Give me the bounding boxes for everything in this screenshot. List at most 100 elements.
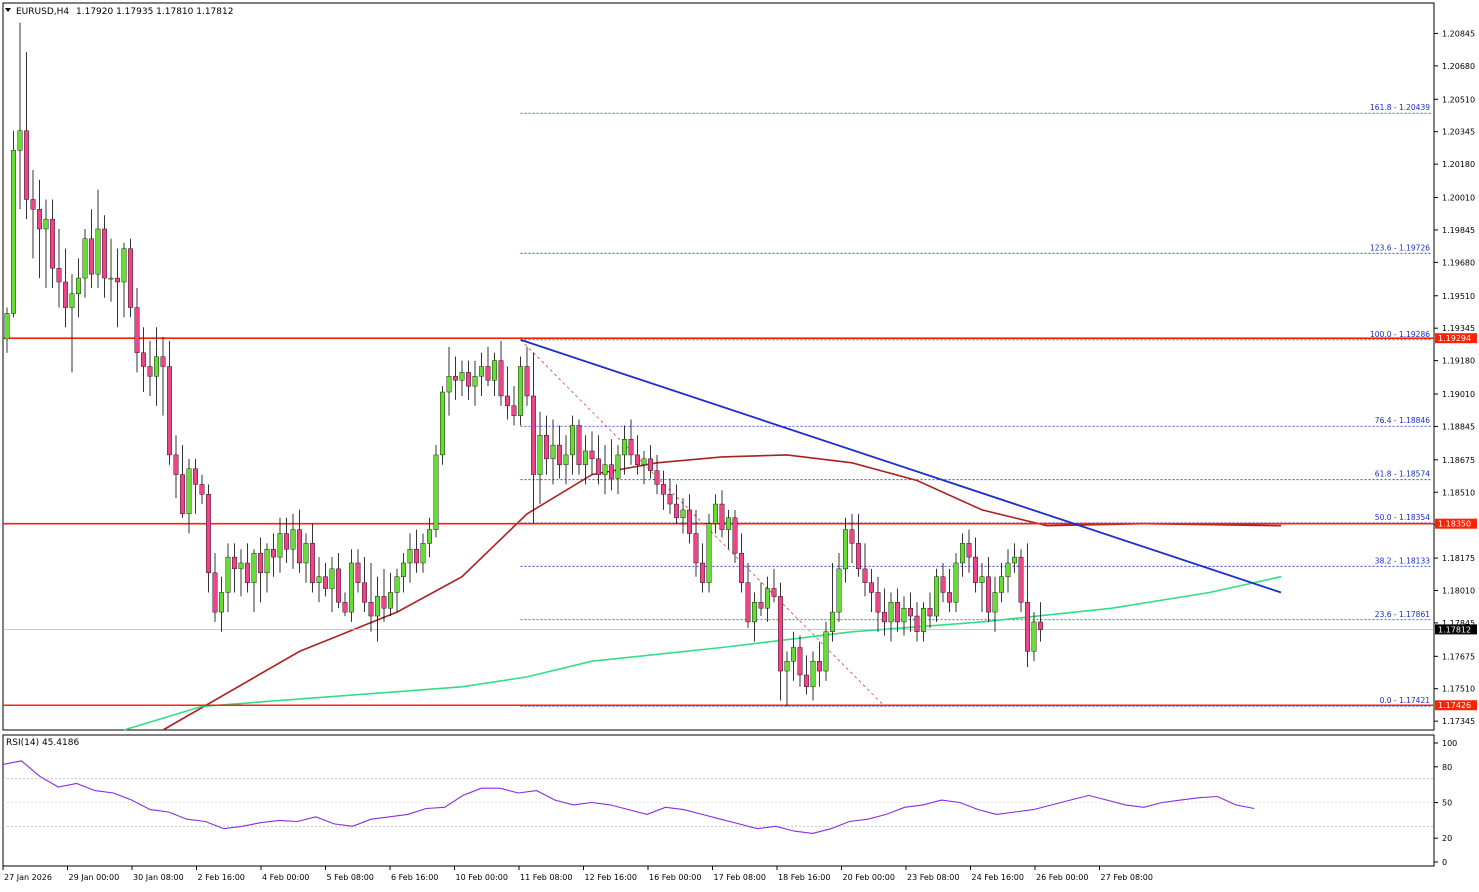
candle-body[interactable]	[953, 562, 959, 603]
candle-body[interactable]	[602, 464, 608, 475]
candle-body[interactable]	[674, 503, 679, 518]
candle-body[interactable]	[680, 509, 686, 518]
candle-body[interactable]	[563, 454, 569, 465]
candle-body[interactable]	[492, 360, 497, 381]
candle-body[interactable]	[797, 647, 803, 676]
candle-body[interactable]	[537, 435, 543, 475]
candle-body[interactable]	[290, 529, 296, 550]
candle-body[interactable]	[615, 454, 621, 479]
candle-body[interactable]	[596, 458, 601, 475]
candle-body[interactable]	[999, 576, 1004, 593]
candle-body[interactable]	[225, 556, 231, 593]
candle-body[interactable]	[765, 588, 770, 609]
candle-body[interactable]	[570, 425, 575, 456]
candle-body[interactable]	[869, 582, 874, 593]
candle-body[interactable]	[498, 360, 504, 397]
candle-body[interactable]	[752, 602, 757, 623]
candle-body[interactable]	[453, 376, 458, 381]
candle-body[interactable]	[836, 568, 842, 613]
candle-body[interactable]	[687, 509, 692, 534]
candle-body[interactable]	[349, 562, 354, 613]
candle-body[interactable]	[362, 582, 367, 603]
candle-body[interactable]	[739, 552, 744, 583]
candle-body[interactable]	[420, 543, 426, 564]
candle-body[interactable]	[355, 562, 361, 583]
candle-body[interactable]	[635, 454, 640, 465]
candle-body[interactable]	[212, 572, 218, 613]
candle-body[interactable]	[303, 543, 309, 564]
candle-body[interactable]	[706, 523, 712, 583]
candle-body[interactable]	[823, 631, 829, 672]
candle-body[interactable]	[544, 435, 549, 460]
candle-body[interactable]	[856, 543, 861, 570]
candle-body[interactable]	[862, 568, 868, 583]
candle-body[interactable]	[628, 439, 634, 456]
chart-menu-arrow-icon[interactable]	[5, 8, 11, 12]
candle-body[interactable]	[992, 592, 998, 613]
candle-body[interactable]	[329, 568, 335, 589]
candle-body[interactable]	[830, 611, 835, 632]
candle-body[interactable]	[141, 352, 146, 367]
candle-layer[interactable]	[4, 22, 1043, 707]
candle-body[interactable]	[1025, 602, 1030, 652]
candle-body[interactable]	[914, 615, 920, 632]
candle-body[interactable]	[576, 425, 582, 465]
candle-body[interactable]	[219, 592, 224, 613]
candle-body[interactable]	[1038, 621, 1043, 630]
candle-body[interactable]	[693, 533, 699, 564]
candle-body[interactable]	[167, 366, 172, 456]
candle-body[interactable]	[817, 661, 822, 672]
candle-body[interactable]	[95, 228, 101, 275]
candle-body[interactable]	[115, 277, 120, 283]
candle-body[interactable]	[82, 238, 88, 279]
candle-body[interactable]	[108, 277, 114, 280]
candle-body[interactable]	[121, 248, 127, 283]
candle-body[interactable]	[407, 549, 413, 564]
candle-body[interactable]	[622, 439, 627, 456]
candle-body[interactable]	[511, 405, 517, 416]
candle-body[interactable]	[245, 562, 250, 583]
candle-body[interactable]	[758, 602, 764, 609]
candle-body[interactable]	[310, 543, 315, 583]
candle-body[interactable]	[4, 313, 10, 340]
candle-body[interactable]	[804, 674, 809, 687]
candle-body[interactable]	[713, 503, 718, 524]
candle-body[interactable]	[336, 568, 341, 603]
candle-body[interactable]	[264, 549, 270, 574]
candle-body[interactable]	[940, 576, 946, 593]
candle-body[interactable]	[69, 293, 75, 308]
candle-body[interactable]	[271, 549, 276, 558]
candle-body[interactable]	[147, 366, 153, 377]
candle-body[interactable]	[193, 468, 198, 485]
candle-body[interactable]	[986, 576, 991, 613]
candle-body[interactable]	[232, 556, 237, 570]
candle-body[interactable]	[37, 209, 42, 230]
candle-body[interactable]	[641, 458, 647, 465]
candle-body[interactable]	[947, 592, 952, 603]
candle-body[interactable]	[24, 130, 29, 200]
candle-body[interactable]	[557, 444, 562, 465]
candle-body[interactable]	[973, 556, 978, 583]
candle-body[interactable]	[154, 356, 159, 377]
candle-body[interactable]	[323, 576, 328, 589]
candle-body[interactable]	[485, 366, 491, 381]
candle-body[interactable]	[375, 596, 380, 617]
candle-body[interactable]	[927, 607, 933, 617]
candle-body[interactable]	[849, 529, 855, 544]
candle-body[interactable]	[401, 562, 406, 577]
candle-body[interactable]	[726, 517, 731, 530]
candle-body[interactable]	[843, 529, 848, 570]
candle-body[interactable]	[654, 470, 660, 485]
candle-body[interactable]	[518, 366, 523, 416]
candle-body[interactable]	[30, 199, 36, 210]
candle-body[interactable]	[901, 607, 907, 623]
candle-body[interactable]	[102, 228, 107, 279]
candle-body[interactable]	[1005, 562, 1011, 577]
candle-body[interactable]	[934, 576, 939, 617]
candle-body[interactable]	[745, 582, 751, 623]
candle-body[interactable]	[771, 588, 777, 597]
candle-body[interactable]	[316, 576, 322, 583]
candle-body[interactable]	[134, 307, 140, 353]
candle-body[interactable]	[979, 576, 985, 583]
candle-body[interactable]	[381, 596, 387, 609]
